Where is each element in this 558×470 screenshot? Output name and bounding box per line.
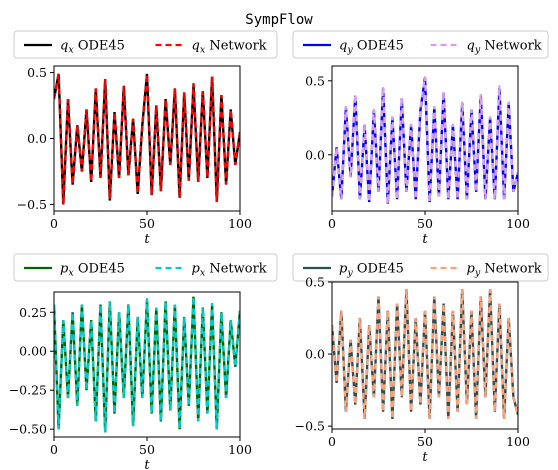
y-tick-label: 0.5: [27, 65, 47, 80]
x-tick-label: 0: [50, 216, 58, 231]
x-axis-label: t: [144, 232, 150, 247]
x-tick-label: 50: [139, 442, 155, 457]
x-tick-label: 100: [228, 442, 252, 457]
x-tick-label: 0: [328, 216, 336, 231]
legend: qy ODE45 qy Network: [292, 30, 549, 59]
x-tick-label: 100: [506, 434, 530, 449]
x-tick-label: 0: [328, 434, 336, 449]
legend-label: px Network: [192, 262, 267, 279]
legend-frame: [13, 30, 278, 59]
x-tick-label: 50: [417, 434, 433, 449]
legend-label: px ODE45: [60, 262, 125, 279]
legend-frame: [13, 253, 278, 282]
y-tick-label: 0.00: [19, 344, 47, 359]
y-tick-label: 0.0: [305, 147, 325, 162]
series-line-2: [332, 76, 518, 204]
chart-panel-2: qy ODE45 qy Network 0 50 100 0.0 0.5 t: [292, 30, 549, 247]
x-axis-label: t: [422, 450, 428, 465]
y-tick-label: −0.50: [9, 422, 47, 437]
figure-title: SympFlow: [245, 12, 313, 28]
legend-label: qy Network: [467, 39, 542, 56]
legend-frame: [292, 253, 549, 282]
chart-panel-3: px ODE45 px Network 0 50 100 −0.50 −0.25 0.00 0.…: [9, 253, 278, 470]
legend-label: py Network: [467, 262, 542, 279]
x-axis-label: t: [144, 458, 150, 470]
y-tick-label: −0.5: [295, 419, 325, 434]
x-axis-label: t: [422, 232, 428, 247]
y-tick-label: −0.5: [17, 197, 47, 212]
legend-label: qy ODE45: [339, 39, 404, 56]
y-tick-label: 0.5: [305, 73, 325, 88]
y-tick-label: 0.5: [305, 275, 325, 290]
legend-label: py ODE45: [339, 262, 404, 279]
series-line-2: [54, 73, 240, 205]
legend: py ODE45 py Network: [292, 253, 549, 282]
legend-frame: [292, 30, 549, 59]
x-tick-label: 100: [228, 216, 252, 231]
x-tick-label: 50: [417, 216, 433, 231]
chart-panel-4: py ODE45 py Network 0 50 100 −0.5 0.0 0.5 t: [292, 253, 549, 465]
legend: qx ODE45 qx Network: [13, 30, 278, 59]
y-tick-label: −0.25: [9, 383, 47, 398]
chart-panel-1: qx ODE45 qx Network 0 50 100 −0.5 0.0 0.5 t: [13, 30, 278, 247]
y-tick-label: 0.25: [19, 305, 47, 320]
y-tick-label: 0.0: [305, 347, 325, 362]
x-tick-label: 100: [506, 216, 530, 231]
x-tick-label: 0: [50, 442, 58, 457]
legend-label: qx ODE45: [60, 39, 125, 56]
y-tick-label: 0.0: [27, 131, 47, 146]
series-line-2: [332, 289, 518, 419]
x-tick-label: 50: [139, 216, 155, 231]
legend-label: qx Network: [192, 39, 267, 56]
series-line-2: [54, 296, 240, 433]
legend: px ODE45 px Network: [13, 253, 278, 282]
